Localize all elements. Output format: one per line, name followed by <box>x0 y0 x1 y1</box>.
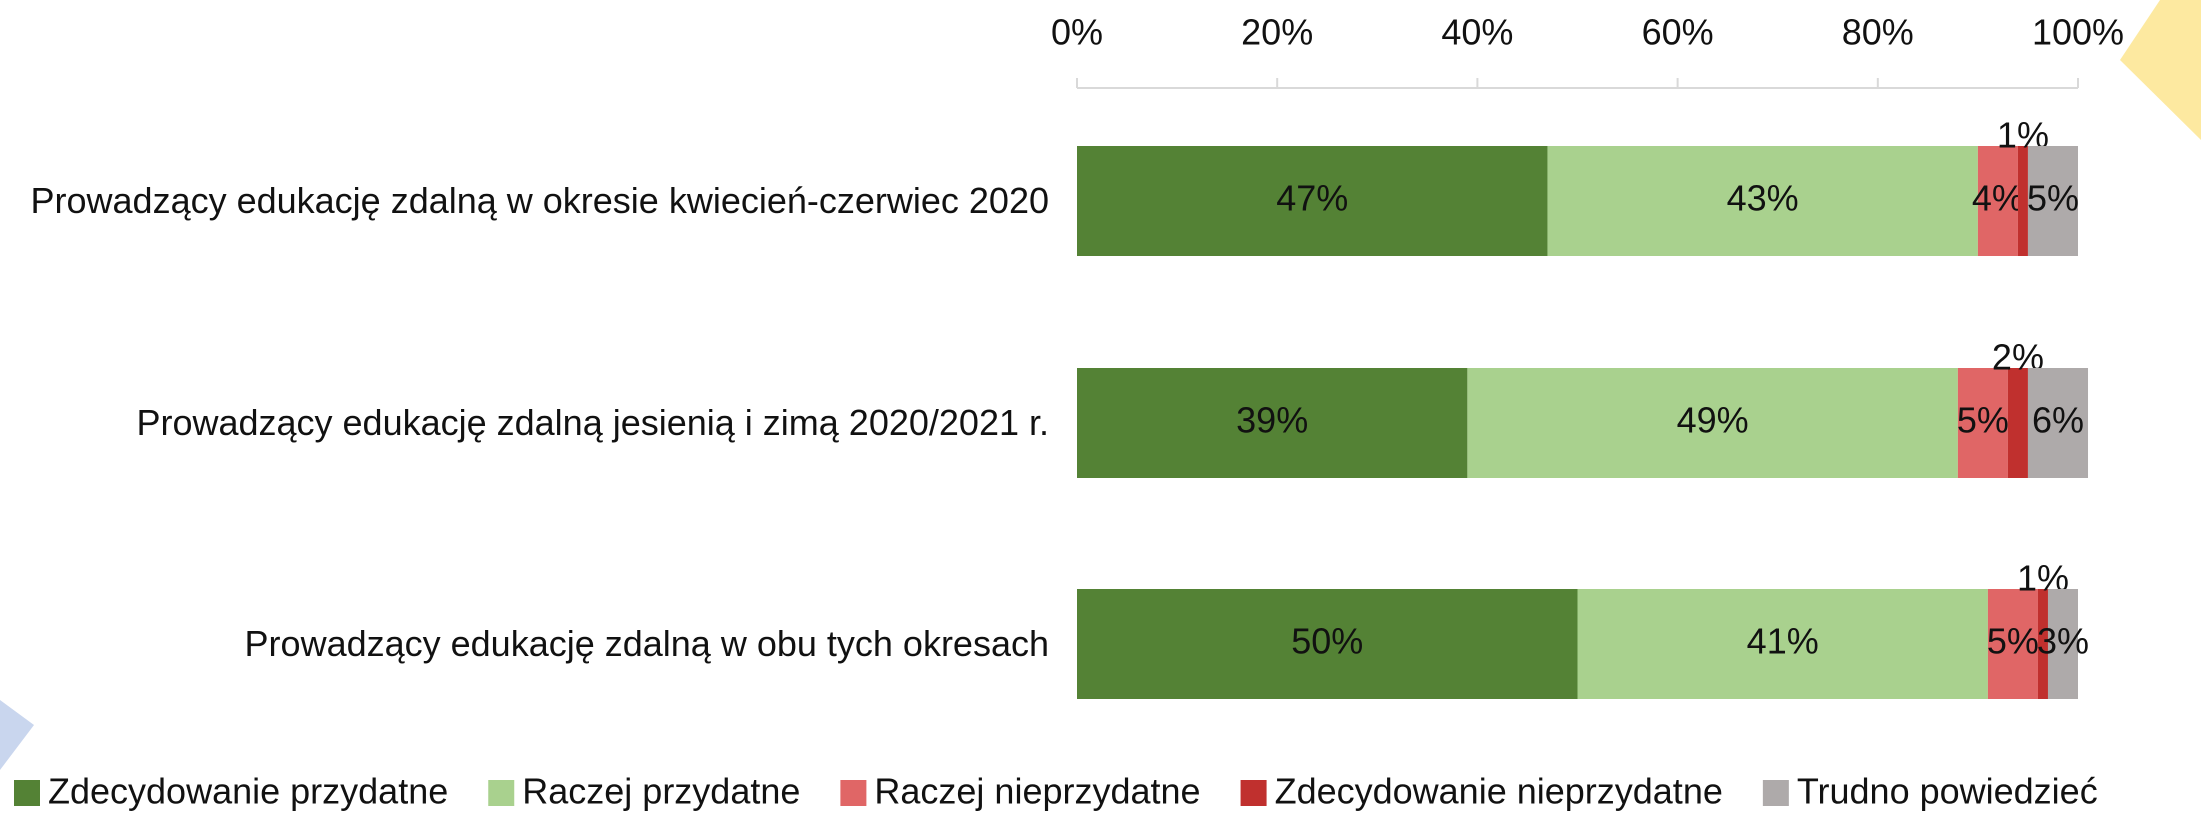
bar-segment <box>1077 146 1548 256</box>
decoration <box>0 700 34 770</box>
x-tick-label: 80% <box>1842 12 1914 53</box>
category-label: Prowadzący edukację zdalną w okresie kwi… <box>19 178 1050 224</box>
x-tick-label: 0% <box>1051 12 1103 53</box>
bar-segment <box>1077 368 1468 478</box>
data-label: 43% <box>1727 178 1799 219</box>
legend-label: Raczej przydatne <box>522 771 800 812</box>
data-label: 41% <box>1747 621 1819 662</box>
bar-segment <box>1977 146 2018 256</box>
bar-segment <box>2007 368 2028 478</box>
bar-segment <box>1077 589 1578 699</box>
legend-swatch <box>840 780 867 806</box>
legend-label: Zdecydowanie nieprzydatne <box>1275 771 1723 812</box>
bar-segment <box>1467 368 1958 478</box>
bar-segment <box>2047 589 2078 699</box>
x-tick-label: 40% <box>1441 12 1513 53</box>
data-label: 39% <box>1236 400 1308 441</box>
data-label: 5% <box>1987 621 2039 662</box>
legend-swatch <box>1240 780 1267 806</box>
category-text: Prowadzący edukację zdalną jesienią i zi… <box>136 402 1049 443</box>
bar-segment <box>1577 589 1988 699</box>
decoration <box>2120 0 2201 140</box>
legend-label: Raczej nieprzydatne <box>874 771 1200 812</box>
x-tick-label: 20% <box>1241 12 1313 53</box>
legend-swatch <box>14 780 40 806</box>
bar-segment <box>2017 146 2028 256</box>
legend-swatch <box>1762 780 1789 806</box>
x-tick-label: 60% <box>1642 12 1714 53</box>
legend-swatch <box>488 780 515 806</box>
data-label: 49% <box>1677 400 1749 441</box>
category-label: Prowadzący edukację zdalną w obu tych ok… <box>19 621 1049 667</box>
bar-segment <box>1957 368 2008 478</box>
category-text: Prowadzący edukację zdalną w okresie kwi… <box>30 180 1050 221</box>
legend-label: Trudno powiedzieć <box>1797 771 2098 812</box>
data-label: 5% <box>1957 400 2009 441</box>
category-label: Prowadzący edukację zdalną jesienią i zi… <box>19 400 1049 446</box>
bar-segment <box>2027 368 2089 478</box>
data-label: 5% <box>2027 178 2079 219</box>
data-label: 50% <box>1291 621 1363 662</box>
data-label: 3% <box>2037 621 2089 662</box>
bar-segment <box>2027 146 2078 256</box>
x-tick-label: 100% <box>2032 12 2124 53</box>
bar-segment <box>2037 589 2048 699</box>
data-label: 4% <box>1972 178 2024 219</box>
legend-label: Zdecydowanie przydatne <box>48 771 448 812</box>
bar-segment <box>1987 589 2038 699</box>
data-label: 47% <box>1276 178 1348 219</box>
bar-segment <box>1547 146 1978 256</box>
category-text: Prowadzący edukację zdalną w obu tych ok… <box>244 623 1049 664</box>
data-label: 6% <box>2032 400 2084 441</box>
